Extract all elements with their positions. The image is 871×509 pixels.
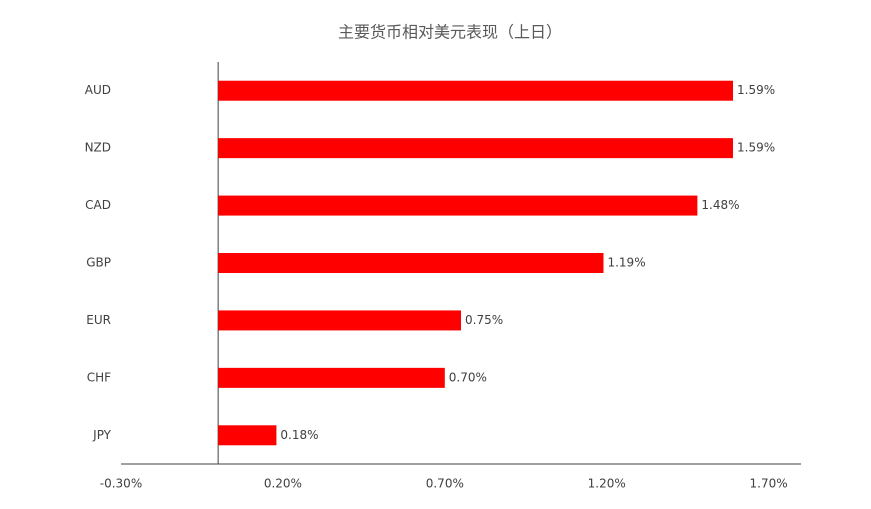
y-tick-label: AUD	[85, 83, 111, 97]
y-tick-label: GBP	[86, 256, 111, 270]
bar	[218, 367, 445, 388]
x-tick-label: 1.20%	[588, 477, 626, 491]
bar	[218, 80, 734, 101]
value-label: 1.59%	[737, 83, 775, 97]
y-tick-label: CHF	[87, 370, 111, 384]
bar	[218, 195, 698, 216]
bar	[218, 310, 461, 331]
value-label: 1.48%	[701, 198, 739, 212]
x-tick-label: 0.20%	[264, 477, 302, 491]
x-tick-label: 0.70%	[426, 477, 464, 491]
y-tick-label: EUR	[86, 313, 111, 327]
y-tick-label: JPY	[92, 428, 112, 442]
value-label: 0.70%	[449, 370, 487, 384]
bar	[218, 253, 604, 273]
value-label: 0.75%	[465, 313, 503, 327]
value-label: 1.59%	[737, 141, 775, 155]
value-label: 0.18%	[280, 428, 318, 442]
x-tick-label: 1.70%	[750, 477, 788, 491]
bar	[218, 425, 277, 446]
y-tick-label: CAD	[85, 198, 111, 212]
value-label: 1.19%	[607, 256, 645, 270]
x-tick-label: -0.30%	[100, 477, 142, 491]
bar	[218, 138, 734, 159]
y-tick-label: NZD	[85, 141, 111, 155]
chart-title: 主要货币相对美元表现（上日）	[338, 23, 562, 42]
